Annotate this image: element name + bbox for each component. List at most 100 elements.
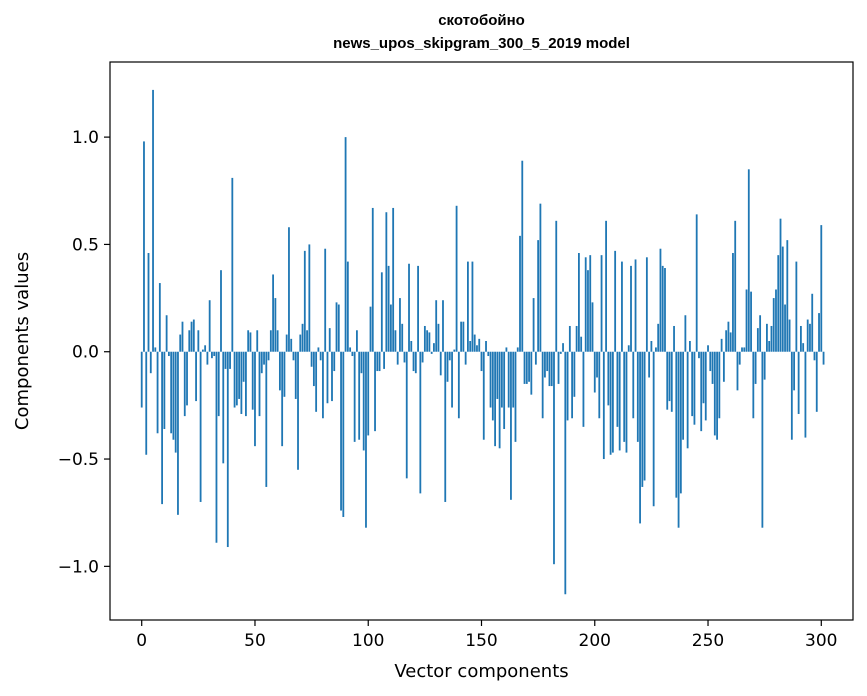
bar — [249, 332, 252, 352]
bar — [727, 321, 730, 352]
bar — [686, 351, 689, 449]
bar — [815, 351, 818, 412]
bar — [380, 272, 383, 352]
x-tick-label: 100 — [352, 631, 384, 651]
bar — [752, 351, 755, 419]
bar — [152, 89, 154, 352]
bar — [732, 253, 734, 352]
bar — [439, 351, 442, 376]
bar — [729, 332, 732, 352]
bar — [303, 250, 306, 352]
bar — [335, 302, 338, 352]
bar — [174, 351, 177, 453]
bar — [702, 351, 705, 404]
bar — [201, 349, 204, 352]
bar — [679, 351, 682, 494]
bar — [811, 293, 814, 352]
bar — [204, 345, 207, 352]
bar — [598, 351, 601, 419]
bar — [528, 351, 530, 382]
bar — [211, 351, 213, 359]
bar — [396, 351, 399, 365]
bar — [695, 214, 698, 352]
bar — [544, 351, 546, 378]
bar — [283, 351, 286, 397]
bar — [181, 321, 184, 352]
bar — [322, 351, 324, 419]
bar — [534, 351, 537, 365]
bar — [333, 351, 336, 372]
x-tick-label: 50 — [244, 631, 266, 651]
bar — [532, 298, 535, 352]
bar — [689, 341, 691, 352]
bar — [684, 315, 687, 352]
bar — [430, 351, 433, 354]
bar — [580, 336, 583, 352]
bar — [238, 351, 241, 399]
bar — [670, 351, 673, 412]
bar — [605, 220, 607, 352]
bar — [584, 257, 587, 352]
bar — [555, 220, 558, 352]
bar — [625, 351, 628, 453]
bar — [233, 351, 236, 408]
bar — [609, 351, 612, 455]
bar — [197, 330, 200, 352]
bar — [512, 351, 515, 408]
bar — [564, 351, 567, 595]
bar — [768, 341, 771, 352]
bar — [550, 351, 553, 387]
bar — [267, 351, 270, 361]
bar — [408, 263, 410, 352]
bar — [356, 330, 358, 352]
bar — [566, 351, 569, 421]
bar — [224, 351, 227, 369]
bar — [786, 240, 789, 352]
bar — [188, 330, 191, 352]
bar — [611, 351, 614, 453]
bar — [285, 334, 288, 352]
bar — [312, 351, 315, 387]
bar — [389, 304, 392, 352]
bar — [349, 347, 352, 352]
bar — [419, 351, 422, 494]
bar — [720, 338, 723, 352]
bar — [147, 253, 150, 352]
bar — [666, 351, 669, 410]
bar — [541, 351, 544, 419]
bar — [340, 351, 342, 511]
bar — [460, 321, 463, 352]
bar — [401, 323, 404, 352]
bar — [691, 351, 694, 417]
bar — [659, 248, 662, 352]
bar — [258, 351, 261, 417]
bar — [668, 351, 671, 402]
bar — [777, 255, 780, 352]
bar — [426, 330, 429, 352]
bar — [530, 351, 533, 395]
bar — [763, 351, 766, 380]
bar — [376, 351, 379, 372]
bar — [217, 351, 220, 417]
bar — [813, 351, 816, 361]
bar — [199, 351, 202, 502]
bar — [242, 351, 245, 382]
x-tick-label: 150 — [465, 631, 497, 651]
bar — [820, 225, 823, 352]
bar — [254, 351, 256, 447]
bar — [750, 291, 752, 352]
bar — [310, 351, 313, 367]
bar — [799, 325, 802, 352]
bar — [516, 347, 519, 352]
x-axis-label: Vector components — [394, 661, 568, 682]
bar — [374, 351, 376, 432]
bar — [478, 338, 481, 352]
x-axis-ticks: 0 50 100 150 200 250 300 — [136, 620, 838, 651]
bar — [664, 268, 666, 352]
bar — [793, 351, 796, 391]
y-tick-label: 0.0 — [72, 343, 99, 363]
bar — [698, 351, 700, 359]
bar — [571, 351, 574, 419]
bar — [444, 351, 447, 502]
bar — [738, 351, 741, 365]
